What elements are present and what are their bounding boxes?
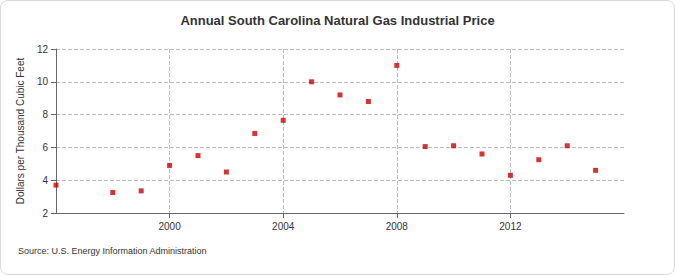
svg-text:Annual South Carolina Natural: Annual South Carolina Natural Gas Indust…: [180, 13, 494, 28]
svg-text:8: 8: [42, 109, 48, 120]
svg-text:12: 12: [37, 44, 49, 55]
svg-text:6: 6: [42, 142, 48, 153]
svg-text:2008: 2008: [386, 221, 409, 232]
svg-text:2000: 2000: [158, 221, 181, 232]
svg-text:4: 4: [42, 175, 48, 186]
svg-text:2: 2: [42, 208, 48, 219]
svg-text:2004: 2004: [272, 221, 295, 232]
svg-text:Dollars per Thousand Cubic Fee: Dollars per Thousand Cubic Feet: [15, 58, 26, 205]
svg-text:2012: 2012: [499, 221, 522, 232]
svg-text:10: 10: [37, 76, 49, 87]
svg-text:Source: U.S. Energy Informatio: Source: U.S. Energy Information Administ…: [18, 246, 207, 256]
